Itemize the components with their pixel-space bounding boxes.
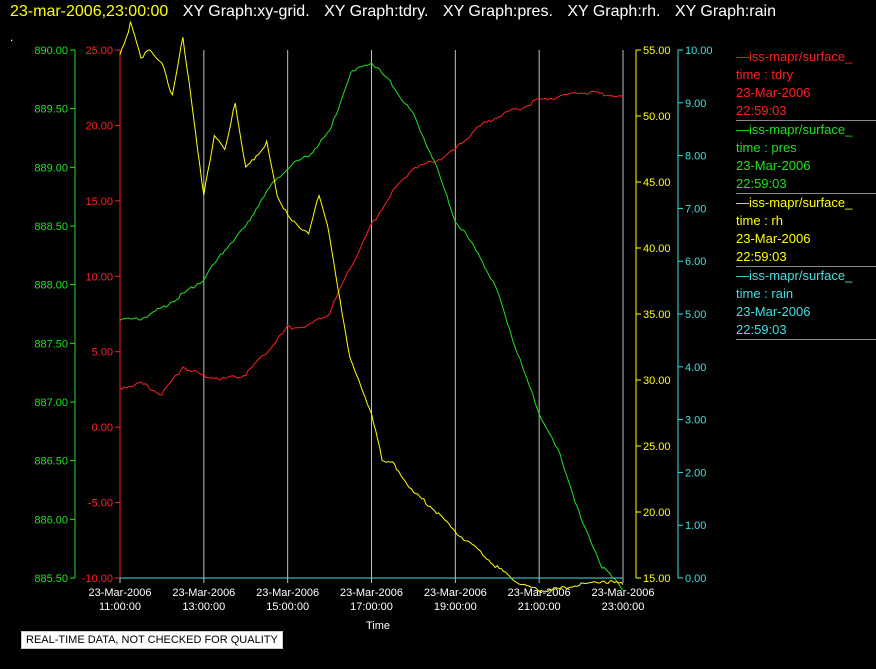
graph-title-xy-grid: XY Graph:xy-grid.: [182, 3, 310, 20]
x-tick-time-4: 19:00:00: [434, 601, 477, 613]
rain-tick-label-1: 9.00: [685, 98, 706, 110]
x-tick-date-5: 23-Mar-2006: [508, 587, 571, 599]
legend-rh-field: time : rh: [736, 213, 783, 228]
rain-tick-label-8: 2.00: [685, 467, 706, 479]
x-tick-date-6: 23-Mar-2006: [592, 587, 655, 599]
tdry-tick-label-1: 20.00: [85, 120, 113, 132]
rh-tick-label-3: 40.00: [643, 243, 671, 255]
x-tick-date-1: 23-Mar-2006: [172, 587, 235, 599]
legend-rain-field: time : rain: [736, 286, 794, 301]
x-tick-date-0: 23-Mar-2006: [89, 587, 152, 599]
rh-tick-label-1: 50.00: [643, 111, 671, 123]
legend-tdry-time: 22:59:03: [736, 103, 787, 118]
pres-tick-label-6: 887.00: [34, 397, 68, 409]
rh-tick-label-6: 25.00: [643, 441, 671, 453]
rh-tick-label-8: 15.00: [643, 573, 671, 585]
legend-entry-rain: —iss-mapr/surface_ time : rain 23-Mar-20…: [736, 267, 876, 340]
x-tick-time-3: 17:00:00: [350, 601, 393, 613]
header-timestamp: 23-mar-2006,23:00:00: [10, 3, 169, 20]
legend-tdry-name: —iss-mapr/surface_: [736, 49, 853, 64]
x-tick-time-0: 11:00:00: [99, 601, 141, 613]
x-tick-time-2: 15:00:00: [266, 601, 309, 613]
pres-tick-label-0: 890.00: [34, 45, 68, 57]
x-tick-time-5: 21:00:00: [518, 601, 561, 613]
pres-tick-label-9: 885.50: [34, 573, 68, 585]
rain-tick-label-6: 4.00: [685, 362, 706, 374]
rain-tick-label-5: 5.00: [685, 309, 706, 321]
pres-tick-label-8: 886.00: [34, 514, 68, 526]
quality-notice: REAL-TIME DATA, NOT CHECKED FOR QUALITY: [21, 631, 283, 649]
legend-rh-time: 22:59:03: [736, 249, 787, 264]
rain-tick-label-10: 0.00: [685, 573, 706, 585]
legend-rain-time: 22:59:03: [736, 322, 787, 337]
grid: [203, 50, 624, 578]
series-line-tdry: [119, 90, 624, 396]
tdry-tick-label-6: -5.00: [88, 498, 113, 510]
rain-tick-label-3: 7.00: [685, 203, 706, 215]
legend-rh-name: —iss-mapr/surface_: [736, 195, 853, 210]
pres-tick-label-2: 889.00: [34, 162, 68, 174]
series-line-rh: [119, 21, 624, 593]
legend-entry-pres: —iss-mapr/surface_ time : pres 23-Mar-20…: [736, 121, 876, 194]
pres-tick-label-4: 888.00: [34, 280, 68, 292]
axes: 23-Mar-2006 11:00:00 23-Mar-2006 13:00:00 23…: [34, 45, 712, 613]
legend-rh-date: 23-Mar-2006: [736, 231, 811, 246]
legend: —iss-mapr/surface_ time : tdry 23-Mar-20…: [736, 48, 876, 340]
legend-entry-tdry: —iss-mapr/surface_ time : tdry 23-Mar-20…: [736, 48, 876, 121]
pres-tick-label-7: 886.50: [34, 456, 68, 468]
rain-tick-label-7: 3.00: [685, 415, 706, 427]
x-tick-time-6: 23:00:00: [602, 601, 645, 613]
rh-tick-label-0: 55.00: [643, 45, 671, 57]
header-bar: 23-mar-2006,23:00:00 XY Graph:xy-grid. X…: [10, 3, 776, 23]
rh-tick-label-5: 30.00: [643, 375, 671, 387]
legend-pres-time: 22:59:03: [736, 176, 787, 191]
status-dot: .: [10, 30, 14, 44]
legend-rain-date: 23-Mar-2006: [736, 304, 811, 319]
legend-pres-name: —iss-mapr/surface_: [736, 122, 853, 137]
rain-tick-label-9: 1.00: [685, 520, 706, 532]
tdry-tick-label-7: -10.00: [82, 573, 113, 585]
pres-tick-label-5: 887.50: [34, 338, 68, 350]
rh-tick-label-2: 45.00: [643, 177, 671, 189]
legend-entry-rh: —iss-mapr/surface_ time : rh 23-Mar-2006…: [736, 194, 876, 267]
legend-rain-name: —iss-mapr/surface_: [736, 268, 853, 283]
tdry-tick-label-2: 15.00: [85, 196, 113, 208]
graph-title-pres: XY Graph:pres.: [442, 3, 553, 20]
x-tick-date-3: 23-Mar-2006: [340, 587, 403, 599]
pres-tick-label-3: 888.50: [34, 221, 68, 233]
series: [119, 21, 624, 593]
legend-tdry-date: 23-Mar-2006: [736, 85, 811, 100]
x-tick-date-2: 23-Mar-2006: [256, 587, 319, 599]
rh-tick-label-4: 35.00: [643, 309, 671, 321]
series-line-pres: [119, 62, 624, 591]
tdry-tick-label-5: 0.00: [92, 422, 113, 434]
x-axis-label: Time: [366, 620, 390, 632]
pres-tick-label-1: 889.50: [34, 104, 68, 116]
rain-tick-label-0: 10.00: [685, 45, 713, 57]
rain-tick-label-2: 8.00: [685, 151, 706, 163]
rain-tick-label-4: 6.00: [685, 256, 706, 268]
tdry-tick-label-4: 5.00: [92, 347, 113, 359]
x-tick-date-4: 23-Mar-2006: [424, 587, 487, 599]
x-tick-time-1: 13:00:00: [182, 601, 225, 613]
graph-title-tdry: XY Graph:tdry.: [324, 3, 429, 20]
graph-title-rain: XY Graph:rain: [674, 3, 776, 20]
legend-pres-field: time : pres: [736, 140, 797, 155]
graph-title-rh: XY Graph:rh.: [567, 3, 661, 20]
tdry-tick-label-0: 25.00: [85, 45, 113, 57]
legend-tdry-field: time : tdry: [736, 67, 794, 82]
legend-pres-date: 23-Mar-2006: [736, 158, 811, 173]
rh-tick-label-7: 20.00: [643, 507, 671, 519]
tdry-tick-label-3: 10.00: [85, 271, 113, 283]
